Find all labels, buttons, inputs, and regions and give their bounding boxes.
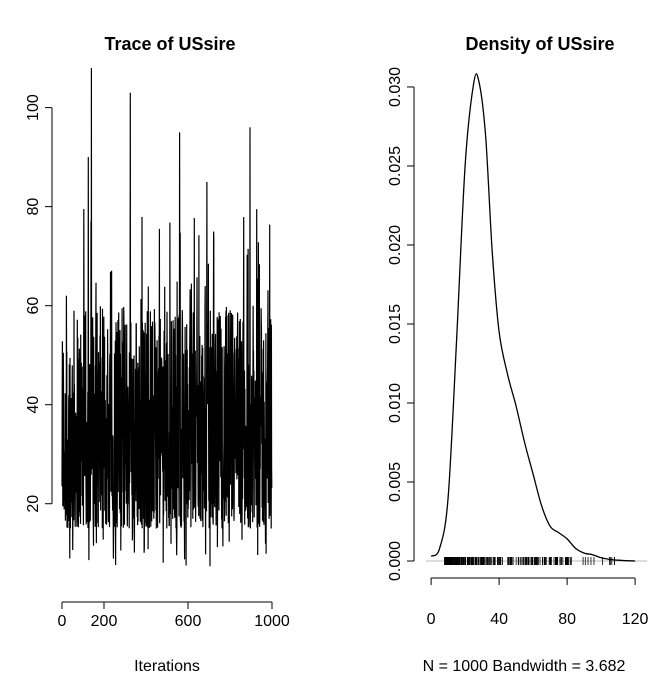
density-x-tick-label: 40: [490, 611, 508, 628]
density-rug: [444, 557, 615, 565]
density-panel: Density of USsire 0 40 80 120 0.000 0.005 0.01…: [387, 34, 649, 675]
trace-x-axis-label: Iterations: [134, 658, 200, 675]
density-y-tick-label: 0.005: [387, 462, 404, 502]
density-y-tick-label: 0.000: [387, 541, 404, 581]
density-x-tick-label: 0: [427, 611, 436, 628]
trace-y-tick-label: 40: [25, 396, 42, 414]
density-axes: 0 40 80 120 0.000 0.005 0.010 0.015 0.020 0.025 0.…: [387, 67, 649, 628]
density-x-tick-label: 80: [558, 611, 576, 628]
trace-y-tick-label: 80: [25, 198, 42, 216]
trace-axes: 0 200 600 1000 20 40 60 80 100: [25, 94, 290, 630]
trace-series-line: [61, 67, 273, 567]
trace-x-tick-label: 200: [91, 613, 118, 630]
trace-x-tick-label: 600: [175, 613, 202, 630]
trace-y-tick-label: 60: [25, 297, 42, 315]
density-y-tick-label: 0.025: [387, 146, 404, 186]
trace-title: Trace of USsire: [104, 34, 235, 54]
density-y-tick-label: 0.030: [387, 67, 404, 107]
trace-y-tick-label: 20: [25, 495, 42, 513]
trace-y-tick-label: 100: [25, 94, 42, 121]
trace-panel: Trace of USsire 0 200 600 1000 20 40 60 80 100 I…: [25, 34, 290, 675]
trace-x-tick-label: 1000: [254, 613, 290, 630]
trace-x-tick-label: 0: [58, 613, 67, 630]
density-y-tick-label: 0.020: [387, 225, 404, 265]
density-curve: [430, 73, 636, 562]
density-title: Density of USsire: [465, 34, 614, 54]
density-x-tick-label: 120: [622, 611, 649, 628]
density-x-axis-label: N = 1000 Bandwidth = 3.682: [423, 658, 626, 675]
density-y-tick-label: 0.015: [387, 304, 404, 344]
density-y-tick-label: 0.010: [387, 383, 404, 423]
